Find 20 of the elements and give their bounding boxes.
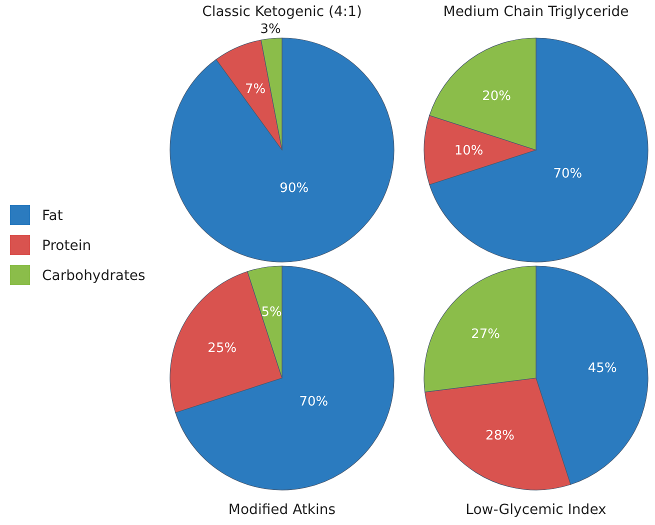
data-label: 90% — [280, 180, 309, 196]
text: Modified Atkins — [228, 502, 336, 518]
data-label: 70% — [299, 394, 328, 410]
chart-title: Classic Ketogenic (4:1) — [202, 4, 362, 20]
data-label: 25% — [208, 341, 237, 356]
data-label: 3% — [260, 22, 281, 38]
data-label: 7% — [245, 82, 266, 97]
data-label: 5% — [261, 305, 282, 320]
legend-label: Protein — [42, 238, 92, 254]
data-label: 27% — [471, 327, 500, 342]
data-label: 70% — [553, 166, 582, 182]
data-label: 10% — [454, 144, 484, 159]
pie-slice — [170, 38, 394, 262]
legend-label: Carbohydrates — [42, 268, 146, 284]
chart-title: Medium Chain Triglyceride — [443, 4, 629, 20]
data-label: 28% — [486, 428, 514, 444]
legend-label: Fat — [42, 208, 64, 224]
data-label: 20% — [482, 89, 511, 104]
data-label: 45% — [588, 361, 617, 376]
text: Low-Glycemic Index — [466, 502, 606, 518]
